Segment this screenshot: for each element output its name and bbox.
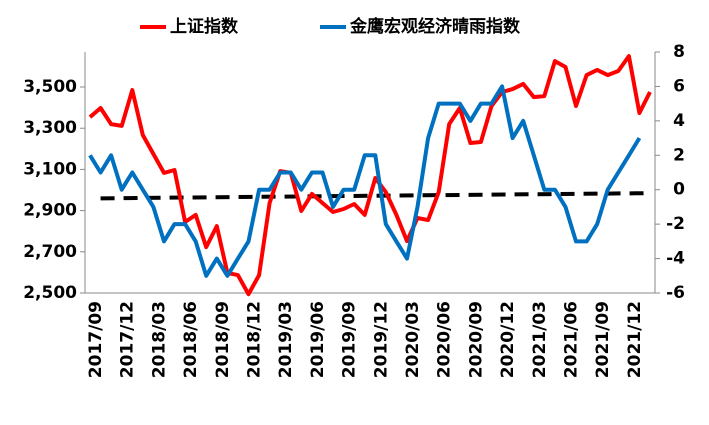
x-tick-label: 2018/09 <box>213 301 233 378</box>
y2-tick-label: 8 <box>673 42 685 62</box>
x-tick-label: 2021/09 <box>593 301 613 378</box>
y2-tick-label: 0 <box>673 180 685 200</box>
y-tick-label: 2,700 <box>23 242 77 262</box>
x-tick-label: 2018/12 <box>244 301 264 378</box>
x-tick-label: 2021/03 <box>530 301 550 378</box>
x-tick-label: 2018/03 <box>149 301 169 378</box>
series-line <box>88 54 652 297</box>
x-tick-label: 2017/12 <box>118 301 138 378</box>
y2-tick-label: 6 <box>673 76 685 96</box>
y2-tick-label: 4 <box>673 111 685 131</box>
x-tick-label: 2020/03 <box>403 301 423 378</box>
y-tick-label: 3,300 <box>23 118 77 138</box>
y-tick-label: 2,500 <box>23 283 77 303</box>
y2-tick-label: 2 <box>673 145 685 165</box>
y2-tick-label: -2 <box>666 214 685 234</box>
y-tick-label: 3,500 <box>23 77 77 97</box>
x-tick-label: 2018/06 <box>181 301 201 378</box>
y-tick-label: 3,100 <box>23 159 77 179</box>
x-tick-label: 2020/12 <box>498 301 518 378</box>
x-tick-label: 2020/06 <box>435 301 455 378</box>
x-tick-label: 2019/03 <box>276 301 296 378</box>
series-line <box>88 84 642 278</box>
x-tick-label: 2017/09 <box>86 301 106 378</box>
x-tick-label: 2019/09 <box>340 301 360 378</box>
x-tick-label: 2019/06 <box>308 301 328 378</box>
y-tick-label: 2,900 <box>23 201 77 221</box>
legend-label: 金鹰宏观经济晴雨指数 <box>349 16 521 37</box>
y2-tick-label: -6 <box>666 283 685 303</box>
legend-label: 上证指数 <box>170 16 239 37</box>
y2-tick-label: -4 <box>666 249 685 269</box>
x-tick-label: 2019/12 <box>371 301 391 378</box>
x-tick-label: 2021/12 <box>625 301 645 378</box>
x-tick-label: 2020/09 <box>466 301 486 378</box>
x-tick-label: 2021/06 <box>561 301 581 378</box>
